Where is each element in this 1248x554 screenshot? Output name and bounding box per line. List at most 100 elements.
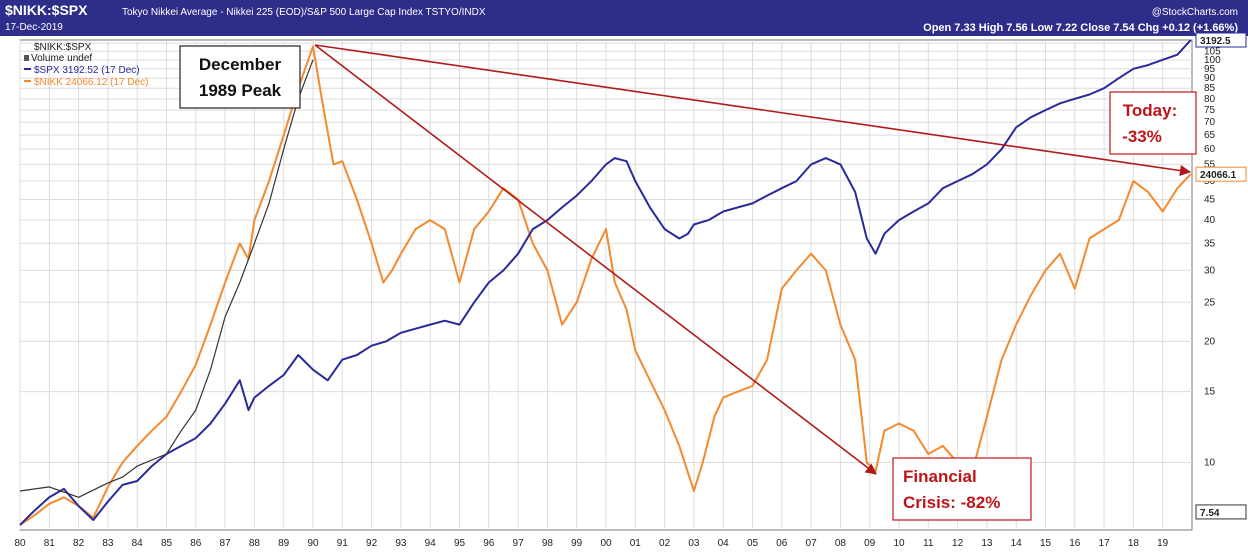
x-tick-label: 04 [718, 538, 730, 549]
annotation-peak-line2: 1989 Peak [199, 81, 282, 100]
y-tick-label: 90 [1204, 73, 1216, 84]
y-tick-label: 15 [1204, 387, 1216, 398]
y-tick-label: 85 [1204, 83, 1216, 94]
annotation-peak-line1: December [199, 55, 282, 74]
annotation-peak: December 1989 Peak [179, 45, 301, 109]
x-tick-label: 12 [952, 538, 964, 549]
arrow-peak-to-crisis [314, 44, 877, 475]
header-ohlc: Open 7.33 High 7.56 Low 7.22 Close 7.54 … [923, 22, 1238, 34]
x-tick-label: 00 [600, 538, 612, 549]
legend-title: $NIKK:$SPX [34, 42, 92, 53]
header-description: Tokyo Nikkei Average - Nikkei 225 (EOD)/… [122, 7, 486, 18]
x-tick-label: 88 [249, 538, 261, 549]
x-tick-label: 84 [132, 538, 144, 549]
y-tick-label: 100 [1204, 55, 1221, 66]
x-tick-label: 03 [688, 538, 700, 549]
y-tick-label: 95 [1204, 64, 1216, 75]
x-tick-label: 01 [630, 538, 642, 549]
x-tick-label: 10 [893, 538, 905, 549]
x-tick-label: 06 [776, 538, 788, 549]
x-tick-label: 90 [307, 538, 319, 549]
x-tick-label: 81 [44, 538, 56, 549]
y-tick-label: 40 [1204, 215, 1216, 226]
series-ratio-line [19, 59, 314, 498]
series-lines [19, 39, 1192, 526]
annotation-today-line2: -33% [1122, 127, 1162, 146]
right-label-spx: 3192.5 [1195, 32, 1247, 48]
right-label-nikk-box [1195, 166, 1247, 182]
right-label-spx-box [1195, 32, 1247, 48]
header-date: 17-Dec-2019 [5, 22, 63, 33]
x-axis-ticks: 80 81 82 83 84 85 86 87 88 89 90 91 92 93 94 95 96 97 98 99… [14, 538, 1168, 549]
legend-nikk: $NIKK 24066.12 (17 Dec) [34, 77, 149, 88]
arrow-peak-to-today [314, 44, 1192, 177]
x-tick-label: 83 [102, 538, 114, 549]
y-tick-label: 25 [1204, 297, 1216, 308]
header-watermark: @StockCharts.com [1152, 7, 1238, 18]
right-label-ratio: 7.54 [1195, 504, 1247, 520]
y-tick-label: 60 [1204, 144, 1216, 155]
x-tick-label: 18 [1128, 538, 1140, 549]
x-tick-label: 87 [220, 538, 232, 549]
x-tick-label: 82 [73, 538, 85, 549]
x-tick-label: 98 [542, 538, 554, 549]
legend-volume-swatch [24, 55, 29, 61]
x-tick-label: 13 [981, 538, 993, 549]
grid-lines [19, 40, 1192, 530]
y-tick-label: 30 [1204, 265, 1216, 276]
right-value-labels: 3192.5 24066.1 7.54 [1195, 32, 1247, 520]
x-tick-label: 17 [1099, 538, 1111, 549]
x-tick-label: 05 [747, 538, 759, 549]
annotation-crisis-line2: Crisis: -82% [903, 493, 1000, 512]
right-label-spx-text: 3192.5 [1200, 36, 1231, 47]
x-tick-label: 11 [923, 538, 934, 549]
annotation-today-line1: Today: [1123, 101, 1177, 120]
y-tick-label: 75 [1204, 105, 1216, 116]
y-tick-label: 70 [1204, 117, 1216, 128]
y-tick-label: 35 [1204, 238, 1216, 249]
x-tick-label: 99 [571, 538, 583, 549]
annotation-peak-box [179, 45, 301, 109]
legend: $NIKK:$SPX Volume undef $SPX 3192.52 (17… [24, 42, 149, 88]
chart-header-bar [0, 0, 1248, 36]
x-tick-label: 08 [835, 538, 847, 549]
x-tick-label: 97 [513, 538, 525, 549]
right-label-nikk: 24066.1 [1195, 166, 1247, 182]
x-tick-label: 15 [1040, 538, 1052, 549]
y-tick-label: 65 [1204, 130, 1216, 141]
legend-volume: Volume undef [31, 53, 92, 64]
y-tick-label: 20 [1204, 336, 1216, 347]
x-tick-label: 86 [190, 538, 202, 549]
x-tick-label: 14 [1011, 538, 1023, 549]
x-tick-label: 92 [366, 538, 378, 549]
header-symbol: $NIKK:$SPX [5, 2, 88, 18]
annotation-crisis-line1: Financial [903, 467, 977, 486]
x-tick-label: 93 [395, 538, 407, 549]
annotation-crisis-box [892, 457, 1032, 521]
y-tick-label: 105 [1204, 46, 1221, 57]
annotation-crisis: Financial Crisis: -82% [892, 457, 1032, 521]
x-tick-label: 09 [864, 538, 876, 549]
series-spx-line [19, 39, 1192, 526]
x-tick-label: 80 [14, 538, 26, 549]
right-label-nikk-text: 24066.1 [1200, 170, 1237, 181]
x-tick-label: 95 [454, 538, 466, 549]
y-tick-label: 55 [1204, 159, 1216, 170]
series-nikk-line [19, 45, 1192, 526]
x-tick-label: 85 [161, 538, 173, 549]
right-label-ratio-box [1195, 504, 1247, 520]
legend-spx: $SPX 3192.52 (17 Dec) [34, 65, 140, 76]
annotation-today: Today: -33% [1109, 91, 1197, 155]
x-tick-label: 07 [806, 538, 818, 549]
x-tick-label: 91 [337, 538, 349, 549]
x-tick-label: 19 [1157, 538, 1169, 549]
y-axis-ticks: 1015202530354045505560657075808590951001… [1204, 38, 1221, 468]
y-tick-label: 10 [1204, 458, 1216, 469]
y-tick-label: 45 [1204, 194, 1216, 205]
annotation-today-box [1109, 91, 1197, 155]
y-tick-label: 80 [1204, 94, 1216, 105]
right-label-ratio-text: 7.54 [1200, 508, 1220, 519]
x-tick-label: 94 [425, 538, 437, 549]
